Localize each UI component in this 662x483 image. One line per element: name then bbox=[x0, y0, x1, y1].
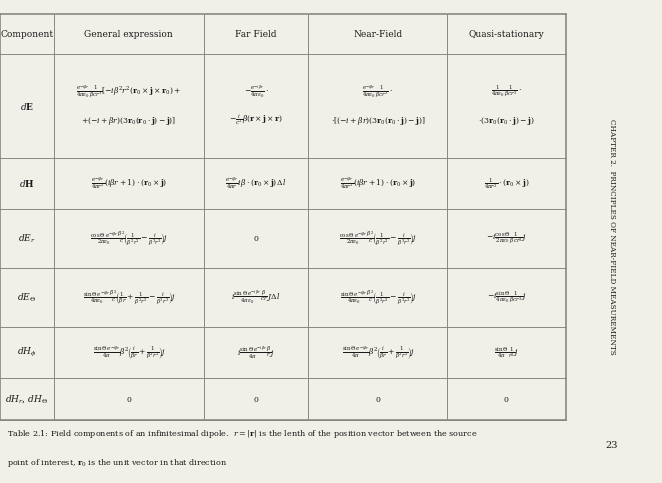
Text: $dH_r,\,dH_\Theta$: $dH_r,\,dH_\Theta$ bbox=[5, 393, 48, 405]
Text: $\frac{\sin\Theta\,e^{-i\beta r}}{4\pi}\beta^2\!\left(\frac{i}{\beta r}+\frac{1}: $\frac{\sin\Theta\,e^{-i\beta r}}{4\pi}\… bbox=[93, 344, 165, 361]
Text: $\frac{\sin\Theta}{4\pi}\frac{1}{r^2}j$: $\frac{\sin\Theta}{4\pi}\frac{1}{r^2}j$ bbox=[495, 345, 519, 360]
Text: $\cdot(3\mathbf{r}_0(\mathbf{r}_0\cdot\mathbf{j})-\mathbf{j})$: $\cdot(3\mathbf{r}_0(\mathbf{r}_0\cdot\m… bbox=[479, 114, 535, 127]
Text: CHAPTER 2.  PRINCIPLES OF NEAR-FIELD MEASUREMENTS: CHAPTER 2. PRINCIPLES OF NEAR-FIELD MEAS… bbox=[608, 119, 616, 355]
Text: $dH_\phi$: $dH_\phi$ bbox=[17, 346, 37, 359]
Text: $\frac{\sin\Theta\,e^{-i\beta r}}{4\pi\epsilon_0}\frac{\beta^2}{c}\!\left(\frac{: $\frac{\sin\Theta\,e^{-i\beta r}}{4\pi\e… bbox=[340, 288, 416, 307]
Text: Near-Field: Near-Field bbox=[354, 30, 402, 39]
Text: $\frac{e^{-i\beta r}}{4\pi r}i\beta\cdot(\mathbf{r}_0\times\mathbf{j})\,\Delta l: $\frac{e^{-i\beta r}}{4\pi r}i\beta\cdot… bbox=[225, 176, 287, 191]
Text: Quasi-stationary: Quasi-stationary bbox=[469, 30, 544, 39]
Text: $\cdot[(-i+\beta r)(3\mathbf{r}_0(\mathbf{r}_0\cdot\mathbf{j})-\mathbf{j})]$: $\cdot[(-i+\beta r)(3\mathbf{r}_0(\mathb… bbox=[330, 114, 425, 127]
Text: $dE_r$: $dE_r$ bbox=[18, 232, 36, 245]
Text: $-i\frac{\cos\Theta}{2\pi\epsilon_0}\frac{1}{\beta cr^3}j$: $-i\frac{\cos\Theta}{2\pi\epsilon_0}\fra… bbox=[487, 231, 527, 246]
Text: General expression: General expression bbox=[84, 30, 173, 39]
Text: $\frac{1}{4\pi\epsilon_0}\frac{1}{\beta cr^3}\cdot$: $\frac{1}{4\pi\epsilon_0}\frac{1}{\beta … bbox=[491, 84, 522, 99]
Text: $+(-i+\beta r)(3\mathbf{r}_0(\mathbf{r}_0\cdot\mathbf{j})-\mathbf{j})]$: $+(-i+\beta r)(3\mathbf{r}_0(\mathbf{r}_… bbox=[81, 114, 176, 127]
Text: $\frac{\cos\Theta\,e^{-i\beta r}}{2\pi\epsilon_0}\frac{\beta^2}{c}\!\left(\frac{: $\frac{\cos\Theta\,e^{-i\beta r}}{2\pi\e… bbox=[339, 229, 416, 248]
Text: $\frac{e^{-i\beta r}}{4\pi r^2}(i\beta r+1)\cdot(\mathbf{r}_0\times\mathbf{j})$: $\frac{e^{-i\beta r}}{4\pi r^2}(i\beta r… bbox=[340, 176, 416, 191]
Text: $dE_\Theta$: $dE_\Theta$ bbox=[17, 291, 36, 304]
Text: $\frac{e^{-i\beta r}}{4\pi\epsilon_0}\frac{1}{\beta cr^3}[-i\beta^2 r^2(\mathbf{: $\frac{e^{-i\beta r}}{4\pi\epsilon_0}\fr… bbox=[76, 83, 181, 99]
Text: $i\frac{\sin\Theta\,e^{-i\beta r}}{4\pi}\frac{\beta}{r}j$: $i\frac{\sin\Theta\,e^{-i\beta r}}{4\pi}… bbox=[238, 344, 275, 361]
Text: $0$: $0$ bbox=[253, 395, 260, 404]
Text: $\frac{\sin\Theta\,e^{-i\beta r}}{4\pi\epsilon_0}\frac{\beta^2}{c}\!\left(\frac{: $\frac{\sin\Theta\,e^{-i\beta r}}{4\pi\e… bbox=[83, 288, 175, 307]
Text: $0$: $0$ bbox=[126, 395, 132, 404]
Text: Table 2.1: Field components of an infinitesimal dipole.  $r = |\mathbf{r}|$ is t: Table 2.1: Field components of an infini… bbox=[7, 428, 477, 440]
Text: $\frac{\sin\Theta\,e^{-i\beta r}}{4\pi}\beta^2\!\left(\frac{i}{\beta r}+\frac{1}: $\frac{\sin\Theta\,e^{-i\beta r}}{4\pi}\… bbox=[342, 344, 414, 361]
Text: $0$: $0$ bbox=[375, 395, 381, 404]
Text: $\frac{\cos\Theta\,e^{-i\beta r}}{2\pi\epsilon_0}\frac{\beta^2}{c}\!\left(\frac{: $\frac{\cos\Theta\,e^{-i\beta r}}{2\pi\e… bbox=[90, 229, 167, 248]
Text: Far Field: Far Field bbox=[236, 30, 277, 39]
Text: 23: 23 bbox=[606, 441, 618, 450]
Text: $\frac{e^{-i\beta r}}{4\pi\epsilon_0}\frac{1}{\beta cr^3}\cdot$: $\frac{e^{-i\beta r}}{4\pi\epsilon_0}\fr… bbox=[362, 83, 393, 99]
Text: Component: Component bbox=[0, 30, 54, 39]
Text: $i\frac{\sin\Theta\,e^{-i\beta r}}{4\pi\epsilon_0}\frac{\beta}{cr}\,J\Delta l$: $i\frac{\sin\Theta\,e^{-i\beta r}}{4\pi\… bbox=[231, 289, 281, 306]
Text: $-\frac{e^{-i\beta r}}{4\pi\epsilon_0}\cdot$: $-\frac{e^{-i\beta r}}{4\pi\epsilon_0}\c… bbox=[244, 83, 269, 99]
Text: $d\mathbf{H}$: $d\mathbf{H}$ bbox=[19, 178, 35, 189]
Text: $-\frac{i}{c^2}\beta(\mathbf{r}\times\mathbf{j}\times\mathbf{r})$: $-\frac{i}{c^2}\beta(\mathbf{r}\times\ma… bbox=[229, 113, 283, 128]
Text: $0$: $0$ bbox=[503, 395, 510, 404]
Text: $\frac{e^{-i\beta r}}{4\pi r^2}(i\beta r+1)\cdot(\mathbf{r}_0\times\mathbf{j})$: $\frac{e^{-i\beta r}}{4\pi r^2}(i\beta r… bbox=[91, 176, 167, 191]
Text: $\frac{1}{4\pi r^2}\cdot(\mathbf{r}_0\times\mathbf{j})$: $\frac{1}{4\pi r^2}\cdot(\mathbf{r}_0\ti… bbox=[484, 176, 530, 191]
Text: $d\mathbf{E}$: $d\mathbf{E}$ bbox=[20, 100, 34, 112]
Text: $0$: $0$ bbox=[253, 234, 260, 243]
Text: $-i\frac{\sin\Theta}{4\pi\epsilon_0}\frac{1}{\beta cr^3}j$: $-i\frac{\sin\Theta}{4\pi\epsilon_0}\fra… bbox=[487, 290, 526, 305]
Text: point of interest, $\mathbf{r}_0$ is the unit vector in that direction: point of interest, $\mathbf{r}_0$ is the… bbox=[7, 457, 226, 469]
